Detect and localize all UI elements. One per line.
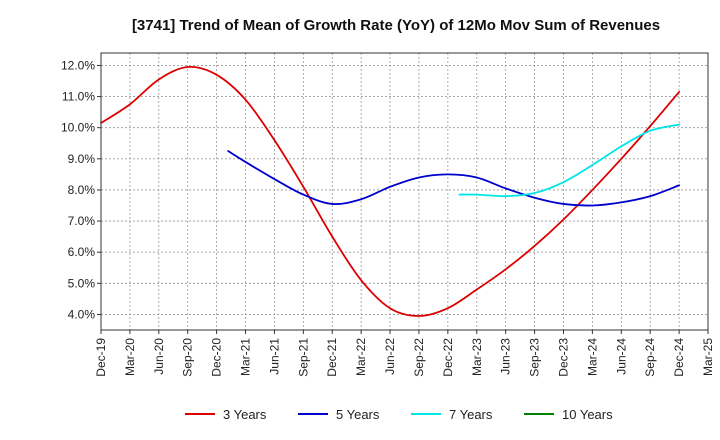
plot-frame (100, 52, 709, 331)
x-tick-label-21: Mar-25 (701, 338, 715, 376)
y-tick-label-8: 12.0% (61, 58, 95, 72)
y-axis: 4.0% 5.0% 6.0% 7.0% 8.0% 9.0% 10.0% 11.0% 12.0% (61, 58, 101, 321)
plot-area (101, 53, 708, 330)
y-tick-label-2: 6.0% (68, 245, 96, 259)
x-tick-label-13: Mar-23 (470, 338, 484, 376)
x-tick-label-1: Mar-20 (123, 338, 137, 376)
x-tick-label-4: Dec-20 (210, 338, 224, 377)
series-lines (100, 65, 680, 317)
legend-label-7-years: 7 Years (449, 407, 493, 422)
x-tick-label-6: Jun-21 (267, 338, 281, 375)
x-axis: Dec-19 Mar-20 Jun-20 Sep-20 Dec-20 Mar-21 Jun-… (94, 330, 715, 377)
x-tick-label-19: Sep-24 (643, 338, 657, 377)
y-tick-label-1: 5.0% (68, 276, 96, 290)
legend-label-5-years: 5 Years (336, 407, 380, 422)
x-tick-label-14: Jun-23 (499, 338, 513, 375)
series-line-5-years (227, 150, 680, 207)
x-tick-label-2: Jun-20 (152, 338, 166, 375)
x-tick-label-12: Dec-22 (441, 338, 455, 377)
grid-lines (101, 53, 708, 330)
x-tick-label-16: Dec-23 (556, 338, 570, 377)
y-tick-label-4: 8.0% (68, 183, 96, 197)
x-tick-label-20: Dec-24 (672, 338, 686, 377)
x-tick-label-17: Mar-24 (585, 338, 599, 376)
x-tick-label-11: Sep-22 (412, 338, 426, 377)
series-line-7-years (458, 123, 680, 198)
legend-label-3-years: 3 Years (223, 407, 267, 422)
x-tick-label-5: Mar-21 (239, 338, 253, 376)
chart-title: [3741] Trend of Mean of Growth Rate (YoY… (132, 17, 660, 34)
y-tick-label-3: 7.0% (68, 214, 96, 228)
y-tick-label-5: 9.0% (68, 152, 96, 166)
y-tick-label-6: 10.0% (61, 121, 95, 135)
series-line-3-years (100, 65, 680, 317)
x-tick-label-18: Jun-24 (614, 338, 628, 375)
x-tick-label-0: Dec-19 (94, 338, 108, 377)
x-tick-label-15: Sep-23 (528, 338, 542, 377)
legend: 3 Years 5 Years 7 Years 10 Years (185, 407, 613, 422)
x-tick-label-3: Sep-20 (181, 338, 195, 377)
x-tick-label-10: Jun-22 (383, 338, 397, 375)
x-tick-label-8: Dec-21 (325, 338, 339, 377)
legend-label-10-years: 10 Years (562, 407, 613, 422)
x-tick-label-7: Sep-21 (296, 338, 310, 377)
y-tick-label-7: 11.0% (62, 90, 95, 104)
x-tick-label-9: Mar-22 (354, 338, 368, 376)
y-tick-label-0: 4.0% (68, 307, 96, 321)
